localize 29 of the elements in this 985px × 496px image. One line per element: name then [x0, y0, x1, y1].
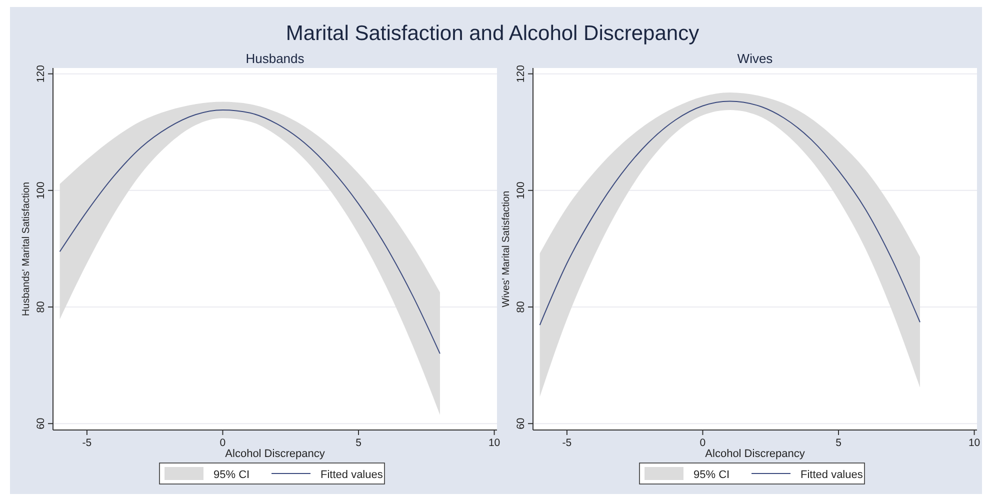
- x-tick-label: 5: [356, 437, 362, 449]
- legend-label: Fitted values: [320, 469, 384, 481]
- y-tick-label: 60: [515, 418, 527, 430]
- line-series: [539, 100, 920, 326]
- chart-title: Marital Satisfaction and Alcohol Discrepancy: [286, 22, 700, 45]
- y-tick-label: 60: [35, 418, 47, 430]
- x-tick-label: 0: [220, 437, 226, 449]
- text: 95% CI: [694, 469, 730, 481]
- x-tick-label: -5: [82, 437, 92, 449]
- x-axis-title: Alcohol Discrepancy: [705, 448, 806, 460]
- chart-subtitle: Wives: [737, 51, 774, 66]
- y-tick-label: 100: [35, 182, 47, 200]
- y-axis-title: Husbands' Marital Satisfaction: [21, 182, 32, 316]
- y-tick-label: 80: [515, 301, 527, 313]
- x-tick-label: -5: [562, 437, 572, 449]
- y-tick-label: 120: [515, 64, 527, 83]
- x-axis-title: Alcohol Discrepancy: [225, 448, 326, 460]
- x-tick-label: 10: [488, 437, 500, 449]
- legend-label: Fitted values: [800, 469, 864, 481]
- line-series: [59, 109, 440, 354]
- x-tick-label: 10: [968, 437, 980, 449]
- y-axis-title: Wives' Marital Satisfaction: [501, 190, 512, 308]
- y-tick-label: 80: [35, 301, 47, 313]
- x-tick-label: 5: [836, 437, 842, 449]
- x-tick-label: 0: [700, 437, 706, 449]
- chart-subtitle: Husbands: [246, 51, 305, 66]
- y-tick-label: 100: [515, 182, 527, 200]
- y-tick-label: 120: [35, 64, 47, 83]
- text: 95% CI: [214, 469, 250, 481]
